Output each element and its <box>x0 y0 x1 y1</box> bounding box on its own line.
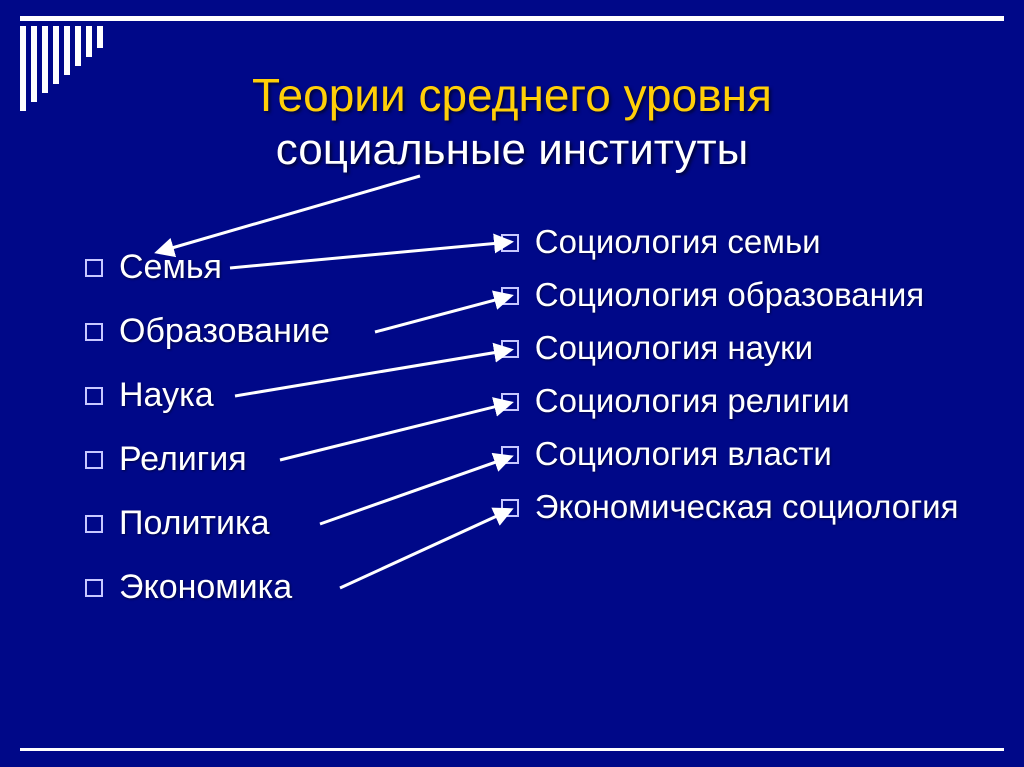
list-item: Социология власти <box>501 437 1024 470</box>
list-item: Экономика <box>85 570 461 604</box>
list-item-label: Социология власти <box>535 437 832 470</box>
list-item: Наука <box>85 378 461 412</box>
list-item-label: Образование <box>119 314 330 348</box>
right-list: Социология семьи Социология образования … <box>501 225 1024 523</box>
list-item-label: Экономическая социология <box>535 490 959 523</box>
bullet-square-icon <box>85 515 103 533</box>
list-item: Политика <box>85 506 461 540</box>
bullet-square-icon <box>501 234 519 252</box>
list-item-label: Социология образования <box>535 278 924 311</box>
bullet-square-icon <box>85 259 103 277</box>
bullet-square-icon <box>501 499 519 517</box>
list-item: Экономическая социология <box>501 490 1024 523</box>
list-item: Образование <box>85 314 461 348</box>
bullet-square-icon <box>85 451 103 469</box>
content-columns: Семья Образование Наука Религия Политика… <box>0 225 1024 737</box>
bullet-square-icon <box>501 393 519 411</box>
list-item: Социология семьи <box>501 225 1024 258</box>
slide-title-block: Теории среднего уровня социальные инстит… <box>0 70 1024 175</box>
list-item: Религия <box>85 442 461 476</box>
list-item: Социология религии <box>501 384 1024 417</box>
list-item-label: Политика <box>119 506 270 540</box>
list-item-label: Социология науки <box>535 331 813 364</box>
right-column: Социология семьи Социология образования … <box>461 225 1024 737</box>
bullet-square-icon <box>85 323 103 341</box>
bullet-square-icon <box>85 387 103 405</box>
list-item-label: Экономика <box>119 570 292 604</box>
list-item-label: Религия <box>119 442 247 476</box>
list-item-label: Семья <box>119 250 222 284</box>
top-rule <box>20 16 1004 21</box>
list-item: Социология науки <box>501 331 1024 364</box>
list-item-label: Наука <box>119 378 214 412</box>
list-item: Семья <box>85 250 461 284</box>
bullet-square-icon <box>501 446 519 464</box>
bottom-rule <box>20 748 1004 751</box>
slide-title: Теории среднего уровня <box>0 70 1024 121</box>
list-item: Социология образования <box>501 278 1024 311</box>
list-item-label: Социология семьи <box>535 225 821 258</box>
left-column: Семья Образование Наука Религия Политика… <box>0 225 461 737</box>
slide-subtitle: социальные институты <box>0 125 1024 176</box>
bullet-square-icon <box>85 579 103 597</box>
bullet-square-icon <box>501 287 519 305</box>
bullet-square-icon <box>501 340 519 358</box>
left-list: Семья Образование Наука Религия Политика… <box>85 250 461 604</box>
list-item-label: Социология религии <box>535 384 850 417</box>
